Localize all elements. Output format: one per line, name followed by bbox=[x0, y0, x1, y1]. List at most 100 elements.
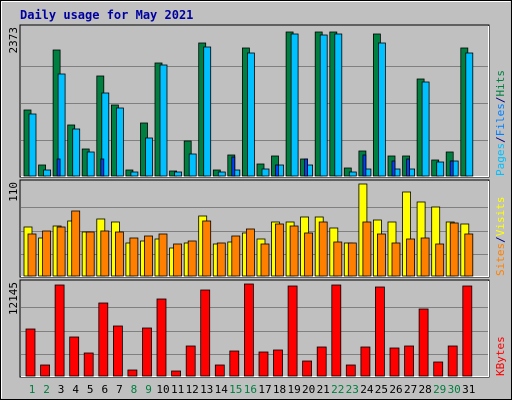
bar-pages-day-6 bbox=[100, 158, 105, 177]
bar-sites-day-19 bbox=[289, 225, 299, 277]
bar-kbytes-day-23 bbox=[345, 364, 356, 377]
side-label-part: / bbox=[494, 136, 507, 143]
bar-kbytes-day-20 bbox=[302, 360, 313, 377]
bar-kbytes-day-16 bbox=[243, 283, 254, 377]
bar-files-day-11 bbox=[174, 171, 183, 177]
panel-kbytes: 12145 KBytes bbox=[7, 279, 507, 378]
x-tick-label: 15 bbox=[229, 383, 242, 396]
x-tick-label: 9 bbox=[145, 383, 152, 396]
bar-files-day-10 bbox=[159, 64, 168, 177]
bar-pages-day-27 bbox=[406, 158, 411, 177]
bar-pages-day-18 bbox=[275, 164, 279, 177]
bar-pages-day-30 bbox=[449, 160, 454, 177]
series-sites bbox=[27, 210, 474, 277]
bar-sites-day-25 bbox=[376, 233, 386, 277]
bar-kbytes-day-2 bbox=[40, 364, 50, 377]
chart-title: Daily usage for May 2021 bbox=[20, 8, 193, 22]
bar-kbytes-day-11 bbox=[171, 370, 182, 377]
bar-kbytes-day-14 bbox=[214, 364, 225, 377]
bar-files-day-28 bbox=[421, 81, 430, 177]
bar-files-day-17 bbox=[261, 168, 270, 177]
bar-kbytes-day-24 bbox=[360, 346, 371, 377]
side-label-part: / bbox=[494, 97, 507, 104]
bar-pages-day-26 bbox=[391, 160, 396, 177]
bar-kbytes-day-9 bbox=[142, 327, 152, 377]
bar-files-day-7 bbox=[116, 107, 124, 177]
bar-sites-day-21 bbox=[318, 221, 328, 277]
bar-sites-day-27 bbox=[406, 238, 416, 277]
bar-files-day-23 bbox=[348, 171, 357, 177]
side-label-part: KBytes bbox=[494, 336, 507, 376]
bar-sites-day-23 bbox=[347, 242, 357, 277]
bar-kbytes-day-26 bbox=[389, 347, 400, 377]
side-label: KBytes bbox=[494, 336, 507, 376]
x-tick-label: 12 bbox=[186, 383, 199, 396]
x-tick-label: 10 bbox=[156, 383, 169, 396]
bar-kbytes-day-19 bbox=[287, 285, 298, 377]
x-tick-label: 23 bbox=[346, 383, 359, 396]
bar-sites-day-10 bbox=[158, 233, 168, 277]
x-tick-label: 3 bbox=[58, 383, 65, 396]
x-tick-label: 20 bbox=[302, 383, 315, 396]
x-tick-label: 2 bbox=[43, 383, 50, 396]
bar-sites-day-30 bbox=[449, 222, 459, 277]
side-label-part: Hits bbox=[494, 70, 507, 97]
bar-kbytes-day-8 bbox=[127, 369, 138, 377]
bar-sites-day-28 bbox=[420, 237, 430, 277]
x-tick-label: 17 bbox=[258, 383, 271, 396]
bar-kbytes-day-10 bbox=[156, 298, 167, 377]
bar-sites-day-15 bbox=[231, 235, 241, 277]
side-label-part: Sites bbox=[494, 243, 507, 276]
bar-kbytes-day-18 bbox=[273, 349, 283, 377]
bar-kbytes-day-30 bbox=[447, 345, 458, 377]
x-tick-label: 18 bbox=[273, 383, 286, 396]
bar-kbytes-day-22 bbox=[331, 284, 342, 377]
bar-kbytes-day-28 bbox=[418, 308, 429, 377]
y-max-label: 110 bbox=[7, 182, 20, 202]
bar-kbytes-day-6 bbox=[98, 302, 109, 377]
x-tick-label: 22 bbox=[331, 383, 344, 396]
bar-files-day-13 bbox=[203, 46, 212, 177]
panel-visits_sites: 110 Sites/Visits bbox=[7, 179, 507, 278]
bar-sites-day-31 bbox=[464, 233, 474, 277]
x-tick-label: 31 bbox=[462, 383, 475, 396]
bar-files-day-4 bbox=[72, 128, 81, 177]
x-tick-label: 29 bbox=[433, 383, 446, 396]
bar-files-day-2 bbox=[43, 169, 51, 177]
bar-sites-day-22 bbox=[333, 241, 343, 277]
bar-sites-day-9 bbox=[144, 235, 153, 277]
bar-kbytes-day-21 bbox=[316, 346, 327, 377]
bar-sites-day-20 bbox=[304, 232, 314, 277]
x-tick-label: 5 bbox=[87, 383, 94, 396]
bar-sites-day-17 bbox=[260, 243, 270, 277]
bar-files-day-5 bbox=[86, 151, 95, 177]
bar-pages-day-3 bbox=[56, 158, 61, 177]
bar-pages-day-20 bbox=[304, 158, 309, 177]
chart-panels: 2373Pages/Files/Hits110Sites/Visits12145… bbox=[7, 24, 507, 378]
x-axis-day-labels: 1 2 3 4 5 6 7 8 9 10 11 12 13 14 15 16 17 18 19 20 21 22 23 24 2… bbox=[29, 383, 476, 396]
bar-kbytes-day-7 bbox=[113, 325, 123, 377]
bar-sites-day-29 bbox=[435, 243, 445, 277]
side-label: Sites/Visits bbox=[494, 197, 507, 277]
series-files bbox=[28, 33, 474, 177]
bar-sites-day-16 bbox=[245, 228, 255, 277]
bar-sites-day-7 bbox=[115, 231, 124, 277]
x-tick-label: 1 bbox=[29, 383, 36, 396]
series-pages bbox=[56, 154, 454, 177]
bar-files-day-8 bbox=[130, 171, 139, 177]
bar-kbytes-day-1 bbox=[25, 328, 36, 377]
bar-files-day-1 bbox=[28, 113, 37, 177]
series-hits bbox=[23, 31, 469, 177]
x-tick-label: 11 bbox=[171, 383, 184, 396]
x-tick-label: 28 bbox=[418, 383, 431, 396]
x-tick-label: 30 bbox=[448, 383, 461, 396]
bar-kbytes-day-4 bbox=[69, 336, 80, 377]
x-tick-label: 6 bbox=[101, 383, 108, 396]
side-label-part: Visits bbox=[494, 197, 507, 237]
bar-sites-day-3 bbox=[56, 226, 66, 277]
bar-files-day-31 bbox=[465, 52, 474, 177]
bar-sites-day-12 bbox=[187, 240, 197, 277]
y-max-label: 12145 bbox=[7, 282, 20, 315]
